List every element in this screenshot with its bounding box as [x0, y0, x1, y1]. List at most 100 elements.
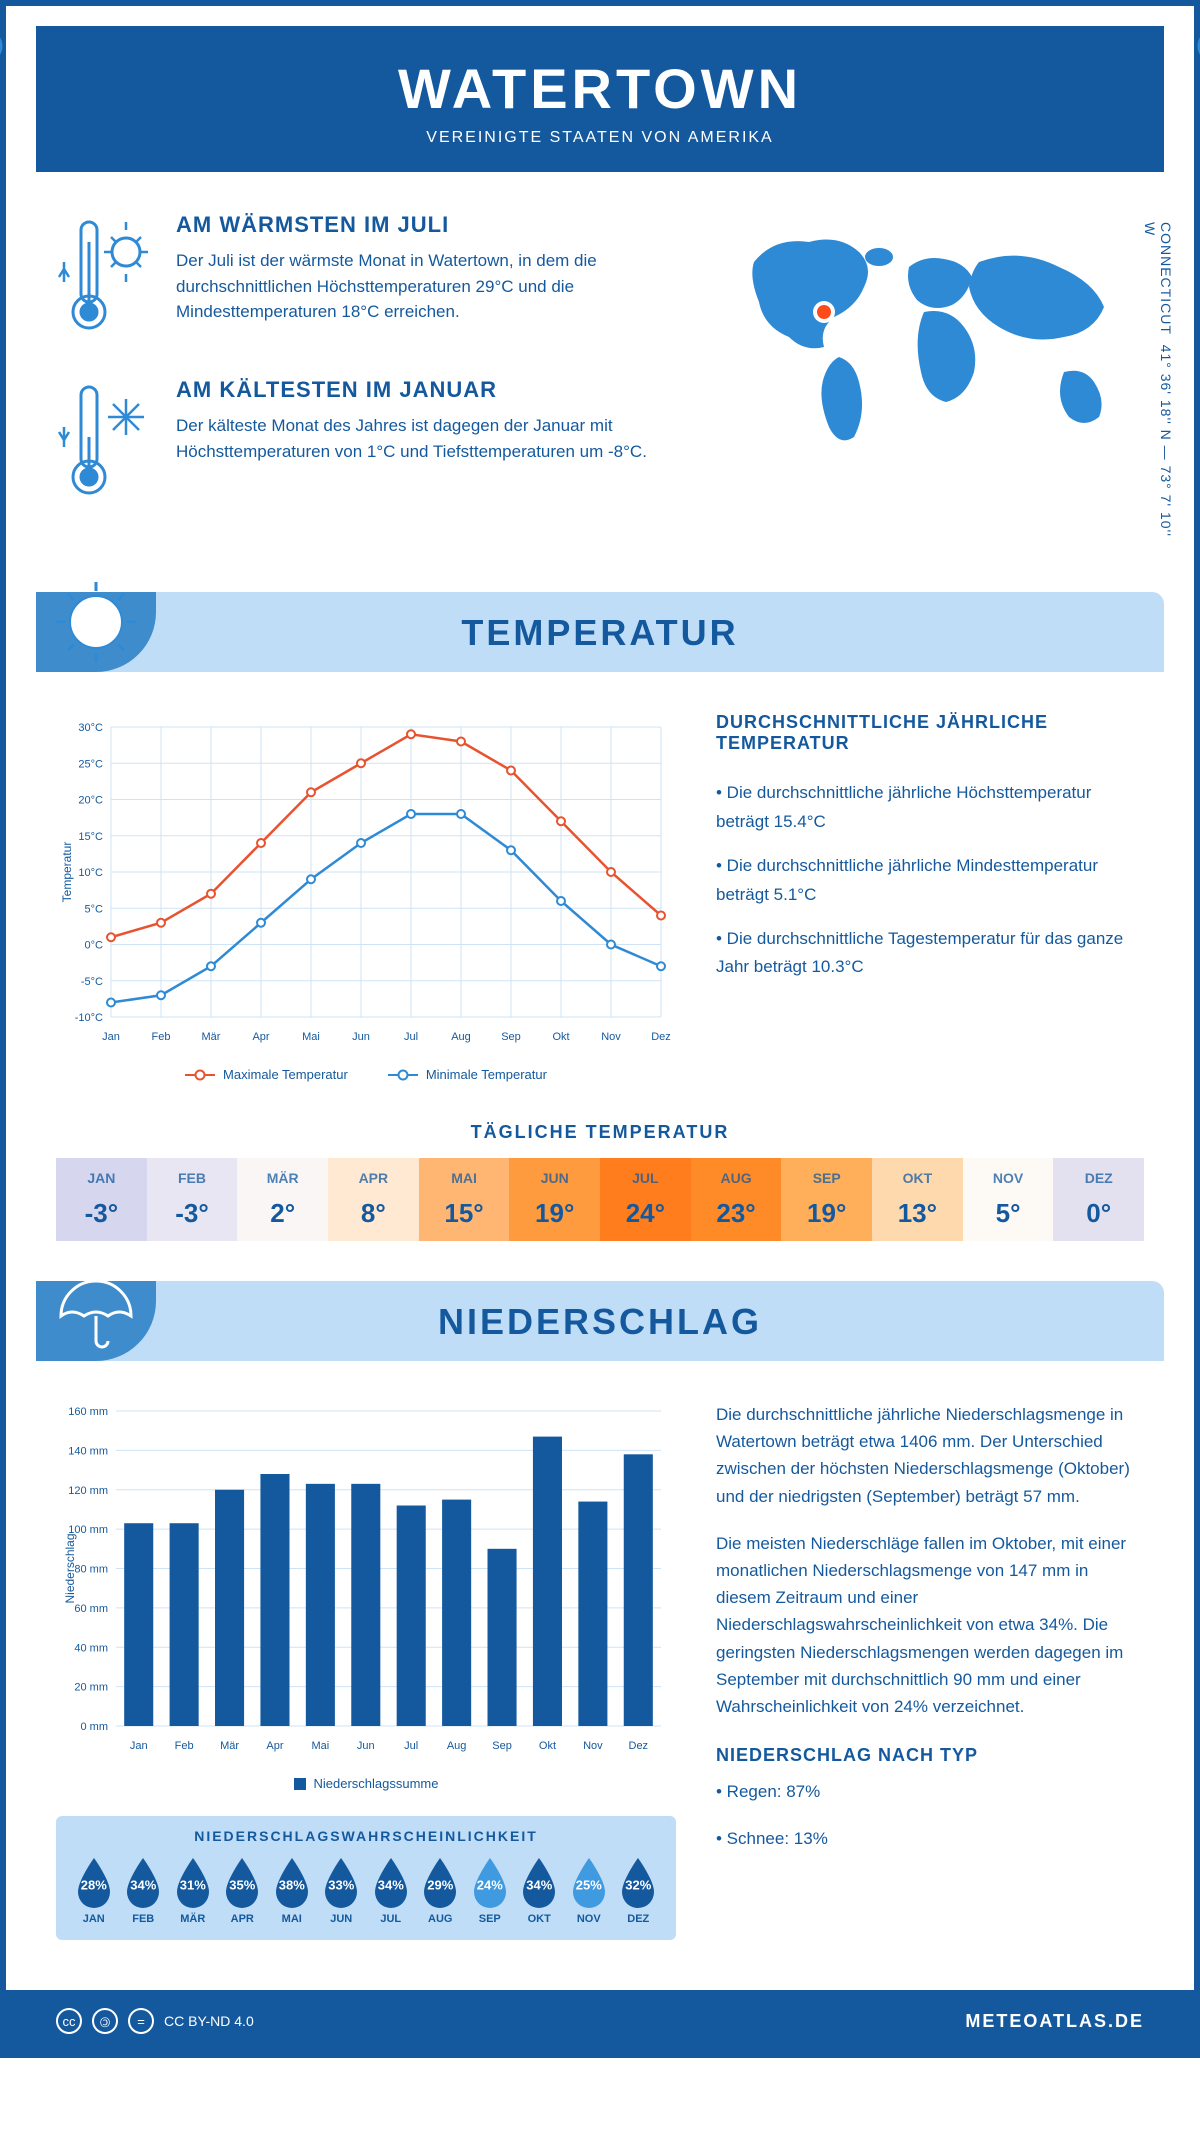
probability-drop: 29%AUG — [418, 1856, 464, 1925]
svg-text:Dez: Dez — [651, 1031, 671, 1043]
svg-text:Aug: Aug — [451, 1031, 471, 1043]
svg-text:Sep: Sep — [492, 1740, 512, 1752]
daily-cell: MAI15° — [419, 1158, 510, 1241]
svg-text:Mai: Mai — [312, 1740, 330, 1752]
svg-text:Temperatur: Temperatur — [60, 842, 74, 903]
svg-text:Okt: Okt — [552, 1031, 569, 1043]
svg-text:140 mm: 140 mm — [68, 1445, 108, 1457]
svg-text:-5°C: -5°C — [81, 976, 103, 988]
precip-chart: 0 mm20 mm40 mm60 mm80 mm100 mm120 mm140 … — [56, 1401, 676, 1791]
thermometer-hot-icon — [56, 212, 156, 342]
svg-text:80 mm: 80 mm — [74, 1564, 108, 1576]
svg-text:Nov: Nov — [583, 1740, 603, 1752]
warmest-block: AM WÄRMSTEN IM JULI Der Juli ist der wär… — [56, 212, 694, 347]
daily-cell: FEB-3° — [147, 1158, 238, 1241]
header-banner: WATERTOWN VEREINIGTE STAATEN VON AMERIKA — [36, 26, 1164, 172]
svg-text:5°C: 5°C — [85, 903, 104, 915]
daily-cell: OKT13° — [872, 1158, 963, 1241]
svg-text:Mär: Mär — [220, 1740, 239, 1752]
daily-cell: AUG23° — [691, 1158, 782, 1241]
nd-icon: = — [128, 2008, 154, 2034]
precip-section-header: NIEDERSCHLAG — [36, 1281, 1164, 1361]
temp-bullet: • Die durchschnittliche Tagestemperatur … — [716, 925, 1144, 983]
svg-text:0°C: 0°C — [85, 940, 104, 952]
legend-precip: Niederschlagssumme — [294, 1776, 439, 1791]
svg-text:Feb: Feb — [152, 1031, 171, 1043]
svg-text:40 mm: 40 mm — [74, 1642, 108, 1654]
coldest-block: AM KÄLTESTEN IM JANUAR Der kälteste Mona… — [56, 377, 694, 512]
daily-cell: SEP19° — [781, 1158, 872, 1241]
page-title: WATERTOWN — [56, 56, 1144, 121]
svg-text:Aug: Aug — [447, 1740, 467, 1752]
svg-text:20°C: 20°C — [78, 795, 103, 807]
probability-drop: 33%JUN — [319, 1856, 365, 1925]
precip-title: NIEDERSCHLAG — [36, 1301, 1164, 1343]
svg-text:Niederschlag: Niederschlag — [63, 1533, 77, 1603]
svg-text:25°C: 25°C — [78, 758, 103, 770]
temperature-title: TEMPERATUR — [36, 612, 1164, 654]
svg-text:Okt: Okt — [539, 1740, 556, 1752]
warmest-title: AM WÄRMSTEN IM JULI — [176, 212, 694, 238]
svg-text:10°C: 10°C — [78, 867, 103, 879]
wind-icon — [0, 0, 26, 66]
probability-drop: 38%MAI — [269, 1856, 315, 1925]
umbrella-icon — [51, 1266, 141, 1356]
svg-text:Mai: Mai — [302, 1031, 320, 1043]
svg-text:20 mm: 20 mm — [74, 1682, 108, 1694]
sun-icon — [51, 577, 141, 667]
legend-min: .legend-item:nth-child(2) .legend-swatch… — [388, 1067, 547, 1082]
probability-drop: 25%NOV — [566, 1856, 612, 1925]
svg-text:Jul: Jul — [404, 1031, 418, 1043]
svg-text:60 mm: 60 mm — [74, 1603, 108, 1615]
daily-cell: NOV5° — [963, 1158, 1054, 1241]
probability-drop: 24%SEP — [467, 1856, 513, 1925]
page-subtitle: VEREINIGTE STAATEN VON AMERIKA — [56, 129, 1144, 147]
svg-text:Mär: Mär — [202, 1031, 221, 1043]
svg-text:Apr: Apr — [266, 1740, 283, 1752]
svg-text:Jul: Jul — [404, 1740, 418, 1752]
wind-icon — [1174, 0, 1200, 66]
probability-drop: 28%JAN — [71, 1856, 117, 1925]
cc-icon: cc — [56, 2008, 82, 2034]
temperature-section-header: TEMPERATUR — [36, 592, 1164, 672]
temp-bullet: • Die durchschnittliche jährliche Höchst… — [716, 779, 1144, 837]
temperature-chart: -10°C -5°C 0°C 5°C 10°C 15°C 20°C 25°C 30°C Jan Fe… — [56, 712, 676, 1082]
svg-text:30°C: 30°C — [78, 722, 103, 734]
svg-text:Jan: Jan — [102, 1031, 120, 1043]
daily-cell: MÄR2° — [237, 1158, 328, 1241]
svg-text:15°C: 15°C — [78, 831, 103, 843]
probability-drop: 35%APR — [220, 1856, 266, 1925]
svg-text:Feb: Feb — [175, 1740, 194, 1752]
footer: cc 🄯 = CC BY-ND 4.0 METEOATLAS.DE — [6, 1990, 1194, 2052]
legend-max: .legend-item:nth-child(1) .legend-swatch… — [185, 1067, 348, 1082]
daily-cell: JUN19° — [509, 1158, 600, 1241]
world-map — [724, 212, 1144, 452]
daily-cell: JAN-3° — [56, 1158, 147, 1241]
daily-cell: DEZ0° — [1053, 1158, 1144, 1241]
coldest-text: Der kälteste Monat des Jahres ist dagege… — [176, 413, 694, 464]
svg-text:Apr: Apr — [252, 1031, 269, 1043]
brand: METEOATLAS.DE — [965, 2011, 1144, 2032]
precip-type-title: NIEDERSCHLAG NACH TYP — [716, 1745, 1144, 1766]
thermometer-cold-icon — [56, 377, 156, 507]
svg-text:Jun: Jun — [352, 1031, 370, 1043]
probability-drop: 32%DEZ — [616, 1856, 662, 1925]
probability-drop: 34%FEB — [121, 1856, 167, 1925]
svg-text:160 mm: 160 mm — [68, 1406, 108, 1418]
svg-text:Dez: Dez — [629, 1740, 649, 1752]
svg-text:Sep: Sep — [501, 1031, 521, 1043]
svg-text:Nov: Nov — [601, 1031, 621, 1043]
probability-drop: 34%OKT — [517, 1856, 563, 1925]
svg-text:Jan: Jan — [130, 1740, 148, 1752]
precip-probability-box: NIEDERSCHLAGSWAHRSCHEINLICHKEIT 28%JAN34… — [56, 1816, 676, 1940]
daily-cell: APR8° — [328, 1158, 419, 1241]
svg-text:0 mm: 0 mm — [81, 1721, 109, 1733]
precip-text: Die durchschnittliche jährliche Niedersc… — [716, 1401, 1144, 1510]
svg-text:120 mm: 120 mm — [68, 1485, 108, 1497]
precip-type-bullet: • Schnee: 13% — [716, 1825, 1144, 1852]
probability-drop: 31%MÄR — [170, 1856, 216, 1925]
coldest-title: AM KÄLTESTEN IM JANUAR — [176, 377, 694, 403]
temp-bullet: • Die durchschnittliche jährliche Mindes… — [716, 852, 1144, 910]
prob-title: NIEDERSCHLAGSWAHRSCHEINLICHKEIT — [71, 1828, 661, 1844]
svg-text:-10°C: -10°C — [75, 1012, 103, 1024]
